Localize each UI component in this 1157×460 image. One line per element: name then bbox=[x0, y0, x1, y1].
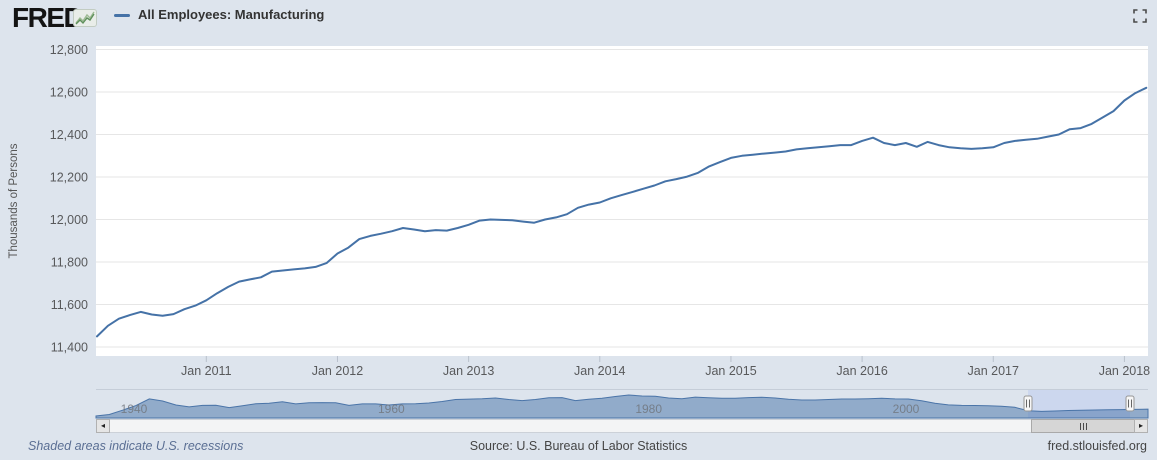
y-axis-title: Thousands of Persons bbox=[8, 143, 20, 258]
scrollbar-grip-icon bbox=[1079, 422, 1087, 430]
y-axis-tick-label: 12,200 bbox=[50, 171, 88, 185]
fred-site-label: fred.stlouisfed.org bbox=[1047, 439, 1147, 453]
x-axis-tick-label: Jan 2015 bbox=[705, 364, 756, 378]
y-axis-tick-label: 12,600 bbox=[50, 86, 88, 100]
scroll-left-button[interactable]: ◂ bbox=[96, 419, 110, 433]
data-source-label: Source: U.S. Bureau of Labor Statistics bbox=[469, 439, 688, 453]
scrollbar-thumb[interactable] bbox=[1031, 419, 1135, 433]
x-axis-tick-label: Jan 2016 bbox=[836, 364, 887, 378]
fred-logo-sparkline-icon bbox=[73, 9, 97, 27]
y-axis-tick-label: 12,400 bbox=[50, 128, 88, 142]
x-axis-tick-label: Jan 2011 bbox=[181, 364, 232, 378]
scroll-left-arrow-icon: ◂ bbox=[100, 421, 105, 430]
navigator-handle-left[interactable] bbox=[1023, 395, 1033, 412]
fullscreen-icon bbox=[1133, 9, 1147, 23]
navigator-area[interactable] bbox=[95, 394, 1149, 419]
x-axis-tick-label: Jan 2017 bbox=[968, 364, 1019, 378]
legend-line-swatch bbox=[114, 14, 130, 17]
navigator-year-label: 2000 bbox=[893, 402, 920, 416]
recessions-note-link[interactable]: Shaded areas indicate U.S. recessions bbox=[28, 439, 244, 453]
chart-header: FRED® All Employees: Manufacturing bbox=[0, 0, 1157, 44]
y-axis-tick-label: 12,800 bbox=[50, 43, 88, 57]
y-axis-tick-label: 12,000 bbox=[50, 213, 88, 227]
scroll-right-arrow-icon: ▸ bbox=[1138, 421, 1143, 430]
legend-series-label: All Employees: Manufacturing bbox=[138, 7, 325, 22]
y-axis-tick-label: 11,600 bbox=[51, 298, 88, 312]
x-axis-tick-label: Jan 2012 bbox=[312, 364, 363, 378]
fullscreen-button[interactable] bbox=[1130, 6, 1150, 26]
navigator-year-label: 1980 bbox=[635, 402, 662, 416]
x-axis-tick-label: Jan 2018 bbox=[1099, 364, 1150, 378]
navigator-year-label: 1960 bbox=[378, 402, 405, 416]
series-line bbox=[96, 86, 1148, 338]
y-axis-tick-label: 11,400 bbox=[51, 341, 88, 355]
x-axis-tick-label: Jan 2014 bbox=[574, 364, 625, 378]
scroll-right-button[interactable]: ▸ bbox=[1134, 419, 1148, 433]
navigator-scrollbar[interactable]: ◂ ▸ bbox=[96, 419, 1148, 433]
navigator-handle-right[interactable] bbox=[1125, 395, 1135, 412]
navigator-year-label: 1940 bbox=[121, 402, 148, 416]
x-axis-tick-label: Jan 2013 bbox=[443, 364, 494, 378]
chart-footer: Shaded areas indicate U.S. recessions So… bbox=[0, 435, 1157, 460]
y-axis-tick-label: 11,800 bbox=[51, 256, 88, 270]
